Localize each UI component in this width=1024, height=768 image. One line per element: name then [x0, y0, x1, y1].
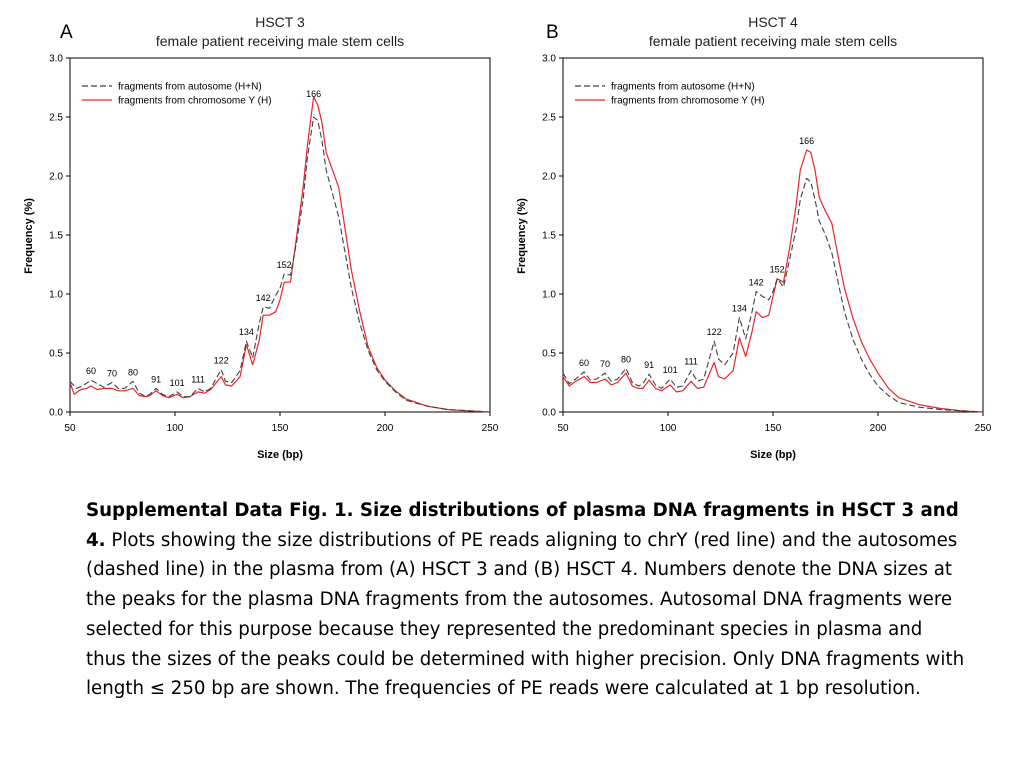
peak-label: 80 [621, 354, 631, 364]
panel-letter-a: A [60, 22, 73, 43]
peak-label: 91 [151, 374, 161, 384]
x-tick-label: 250 [975, 423, 992, 434]
x-tick-label: 50 [557, 423, 569, 434]
peak-label: 152 [770, 265, 785, 275]
x-tick-label: 250 [482, 423, 499, 434]
panel-letter-b: B [546, 22, 559, 43]
chart-panel-a: HSCT 3 female patient receiving male stem… [23, 14, 499, 461]
y-tick-label: 2.5 [542, 113, 556, 124]
x-tick-label: 150 [272, 423, 289, 434]
figure-caption: Supplemental Data Fig. 1. Size distribut… [86, 496, 966, 704]
y-tick-label: 3.0 [542, 54, 556, 65]
y-tick-label: 2.0 [49, 172, 63, 183]
series-line-autosome [69, 116, 491, 413]
peak-label: 101 [170, 378, 185, 388]
legend-label: fragments from chromosome Y (H) [611, 96, 765, 107]
y-tick-label: 0.5 [542, 349, 556, 360]
y-tick-label: 0.0 [49, 408, 63, 419]
x-axis-label: Size (bp) [750, 449, 796, 461]
peak-label: 142 [256, 293, 271, 303]
peak-label: 166 [306, 89, 321, 99]
peak-label: 60 [579, 358, 589, 368]
peak-label: 111 [191, 374, 205, 384]
legend-label: fragments from autosome (H+N) [611, 82, 755, 93]
x-tick-label: 100 [167, 423, 184, 434]
series-line-chry [562, 149, 984, 413]
figure-area: A B HSCT 3 female patient receiving male … [23, 14, 992, 461]
x-axis-label: Size (bp) [257, 449, 303, 461]
peak-label: 101 [663, 365, 678, 375]
peak-label: 70 [107, 369, 117, 379]
legend-label: fragments from autosome (H+N) [118, 82, 262, 93]
peak-label: 111 [684, 357, 698, 367]
x-tick-label: 100 [660, 423, 677, 434]
x-tick-label: 200 [377, 423, 394, 434]
peak-label: 70 [600, 359, 610, 369]
peak-label: 152 [277, 260, 292, 270]
plot-frame [69, 57, 491, 413]
legend-label: fragments from chromosome Y (H) [118, 96, 272, 107]
chart-panel-b: HSCT 4 female patient receiving male stem… [516, 14, 992, 461]
y-tick-label: 1.0 [49, 290, 63, 301]
y-tick-label: 1.5 [542, 231, 556, 242]
peak-label: 134 [732, 304, 747, 314]
x-tick-label: 200 [870, 423, 887, 434]
y-tick-label: 2.0 [542, 172, 556, 183]
chart-title: HSCT 3 [255, 14, 305, 30]
series-line-chry [69, 96, 491, 413]
x-tick-label: 150 [765, 423, 782, 434]
peak-label: 166 [799, 136, 814, 146]
chart-subtitle: female patient receiving male stem cells [649, 33, 897, 49]
y-axis-label: Frequency (%) [516, 198, 528, 274]
peak-label: 60 [86, 366, 96, 376]
peak-label: 91 [644, 360, 654, 370]
y-tick-label: 0.5 [49, 349, 63, 360]
caption-heading: Supplemental Data Fig. 1. Size distribut… [86, 500, 959, 551]
peak-label: 122 [707, 327, 722, 337]
peak-label: 122 [214, 356, 229, 366]
peak-label: 80 [128, 367, 138, 377]
series-line-autosome [562, 177, 984, 413]
y-tick-label: 1.5 [49, 231, 63, 242]
y-axis-label: Frequency (%) [23, 198, 35, 274]
caption-body: Plots showing the size distributions of … [86, 529, 965, 700]
x-tick-label: 50 [64, 423, 76, 434]
chart-subtitle: female patient receiving male stem cells [156, 33, 404, 49]
peak-label: 134 [239, 327, 254, 337]
y-tick-label: 1.0 [542, 290, 556, 301]
y-tick-label: 2.5 [49, 113, 63, 124]
chart-title: HSCT 4 [748, 14, 798, 30]
peak-label: 142 [749, 278, 764, 288]
y-tick-label: 0.0 [542, 408, 556, 419]
y-tick-label: 3.0 [49, 54, 63, 65]
